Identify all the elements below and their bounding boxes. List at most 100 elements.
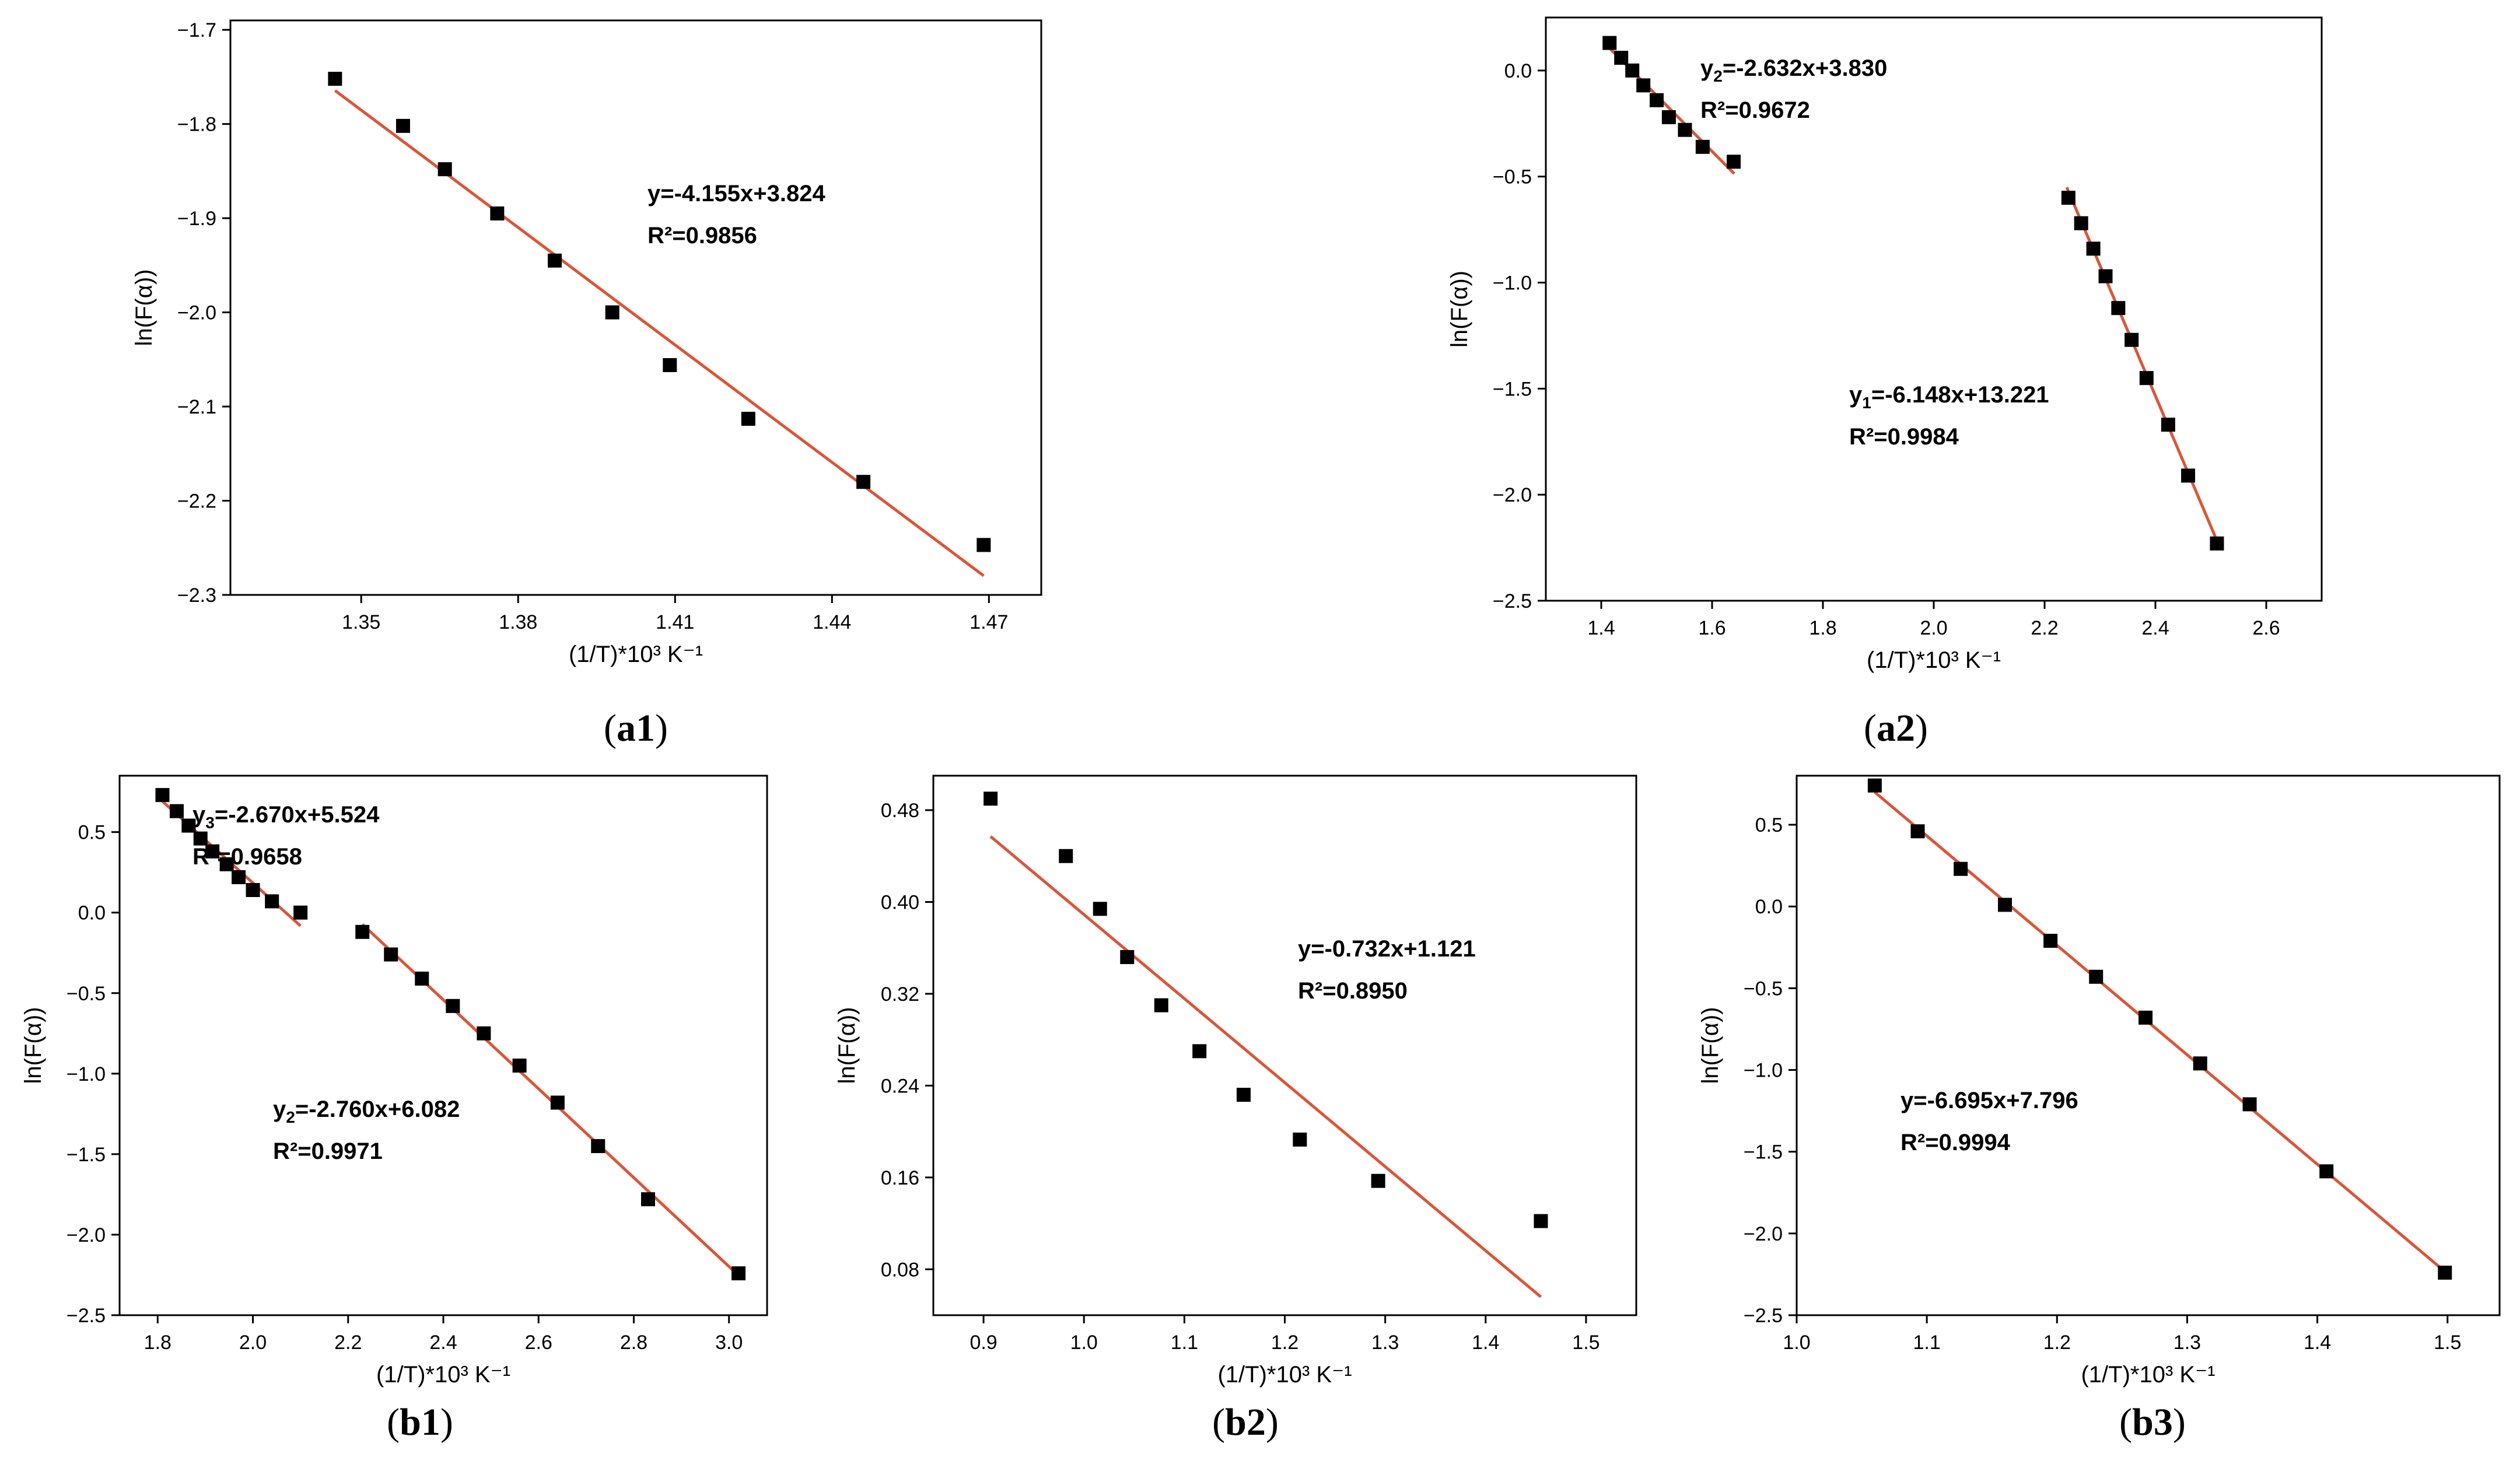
data-point <box>2210 536 2224 551</box>
fit-r-squared: R²=0.9658 <box>192 844 302 870</box>
data-point <box>2181 468 2196 483</box>
data-point <box>219 857 234 871</box>
x-tick-label: 1.44 <box>813 611 851 633</box>
fit-line-1 <box>1874 791 2446 1273</box>
panel-caption: (b1) <box>387 1401 453 1444</box>
data-point <box>984 791 998 806</box>
data-point <box>2161 418 2175 432</box>
y-tick-label: −2.5 <box>66 1305 106 1327</box>
y-tick-label: 0.40 <box>881 891 919 913</box>
data-point <box>2089 969 2104 984</box>
y-tick-label: −0.5 <box>66 983 106 1005</box>
x-tick-label: 1.47 <box>970 611 1008 633</box>
data-point <box>2074 216 2088 230</box>
data-point <box>2124 332 2139 347</box>
y-tick-label: 0.08 <box>881 1259 919 1281</box>
x-axis-label: (1/T)*10³ K⁻¹ <box>376 1362 510 1388</box>
x-tick-label: 1.0 <box>1783 1332 1810 1354</box>
data-point <box>2139 371 2154 386</box>
x-tick-label: 1.4 <box>1472 1332 1499 1354</box>
data-point <box>1293 1132 1307 1147</box>
y-tick-label: −1.5 <box>1493 378 1532 400</box>
data-point <box>232 870 246 884</box>
x-tick-label: 2.2 <box>2031 617 2058 639</box>
data-point <box>396 118 410 133</box>
x-tick-label: 1.5 <box>2434 1332 2461 1354</box>
fit-equation: y=-4.155x+3.824 <box>648 181 825 206</box>
x-tick-label: 2.0 <box>1920 617 1947 639</box>
y-tick-label: −1.9 <box>177 208 216 230</box>
data-point <box>856 475 871 489</box>
y-tick-label: 0.5 <box>1755 814 1783 836</box>
data-point <box>446 998 460 1013</box>
data-point <box>2138 1010 2153 1025</box>
data-point <box>246 883 260 898</box>
x-tick-label: 0.9 <box>970 1332 997 1354</box>
x-tick-label: 2.4 <box>429 1332 457 1354</box>
x-axis-label: (1/T)*10³ K⁻¹ <box>1217 1362 1352 1388</box>
x-tick-label: 1.8 <box>1809 617 1836 639</box>
data-point <box>977 538 991 552</box>
data-point <box>1867 778 1882 793</box>
data-point <box>205 844 220 859</box>
fit-r-squared: R²=0.8950 <box>1298 978 1408 1004</box>
fit-r-squared: R²=0.9971 <box>273 1138 383 1164</box>
data-point <box>1661 110 1676 124</box>
y-tick-label: −1.8 <box>177 114 216 136</box>
fit-line-1 <box>334 89 985 577</box>
y-tick-label: 0.32 <box>881 983 919 1005</box>
data-point <box>1625 63 1640 78</box>
x-tick-label: 1.6 <box>1698 617 1726 639</box>
y-tick-label: −1.7 <box>177 19 216 41</box>
y-tick-label: 0.0 <box>1504 60 1532 82</box>
fit-r-squared: R²=0.9994 <box>1901 1130 2011 1155</box>
data-point <box>2438 1266 2452 1280</box>
x-axis-label: (1/T)*10³ K⁻¹ <box>569 642 703 667</box>
x-tick-label: 1.3 <box>2174 1332 2201 1354</box>
y-tick-label: −2.0 <box>177 302 216 324</box>
y-tick-label: −1.5 <box>1744 1141 1783 1164</box>
y-tick-label: 0.16 <box>881 1167 919 1189</box>
data-point <box>550 1095 565 1110</box>
data-point <box>2193 1056 2207 1071</box>
data-point <box>1695 139 1710 154</box>
x-tick-label: 1.1 <box>1913 1332 1941 1354</box>
data-point <box>2098 269 2113 283</box>
data-point <box>2111 301 2126 316</box>
x-tick-label: 1.8 <box>144 1332 172 1354</box>
x-tick-label: 2.2 <box>334 1332 362 1354</box>
data-point <box>1236 1088 1251 1102</box>
data-point <box>1093 902 1107 916</box>
data-point <box>640 1192 655 1207</box>
data-point <box>663 358 677 372</box>
y-tick-label: 0.5 <box>78 822 106 844</box>
data-point <box>1998 898 2013 912</box>
data-point <box>1650 93 1664 107</box>
data-point <box>169 804 184 818</box>
panel-caption: (a2) <box>1864 707 1928 749</box>
y-axis-label: ln(F(α)) <box>131 269 157 346</box>
data-point <box>415 971 429 986</box>
x-tick-label: 2.8 <box>620 1332 648 1354</box>
chart-panel-a1: 1.35 1.38 1.41 1.44 1.47 −2.3 −2.2 −2.1 −2.0 −1.9… <box>131 19 1042 749</box>
x-tick-label: 1.1 <box>1171 1332 1198 1354</box>
x-tick-label: 1.41 <box>656 611 694 633</box>
panel-caption: (a1) <box>604 707 668 749</box>
x-tick-label: 1.2 <box>2043 1332 2071 1354</box>
x-tick-label: 1.38 <box>499 611 537 633</box>
data-point <box>2242 1097 2257 1112</box>
y-tick-label: 0.0 <box>1755 896 1783 918</box>
plot-frame <box>932 775 1637 1316</box>
x-tick-label: 3.0 <box>715 1332 743 1354</box>
chart-panel-a2: 1.4 1.6 1.8 2.0 2.2 2.4 2.6 −2.5 −2.0 −1.5 −1.0 −0.… <box>1447 16 2323 749</box>
y-tick-label: −1.0 <box>1493 272 1532 295</box>
plot-frame <box>1796 775 2501 1316</box>
x-tick-label: 1.3 <box>1371 1332 1399 1354</box>
y-tick-label: −2.0 <box>1744 1223 1783 1245</box>
data-point <box>1371 1173 1385 1188</box>
data-point <box>741 412 755 426</box>
x-tick-label: 1.5 <box>1572 1332 1600 1354</box>
y-axis-label: ln(F(α)) <box>20 1007 46 1084</box>
data-point <box>477 1026 491 1040</box>
